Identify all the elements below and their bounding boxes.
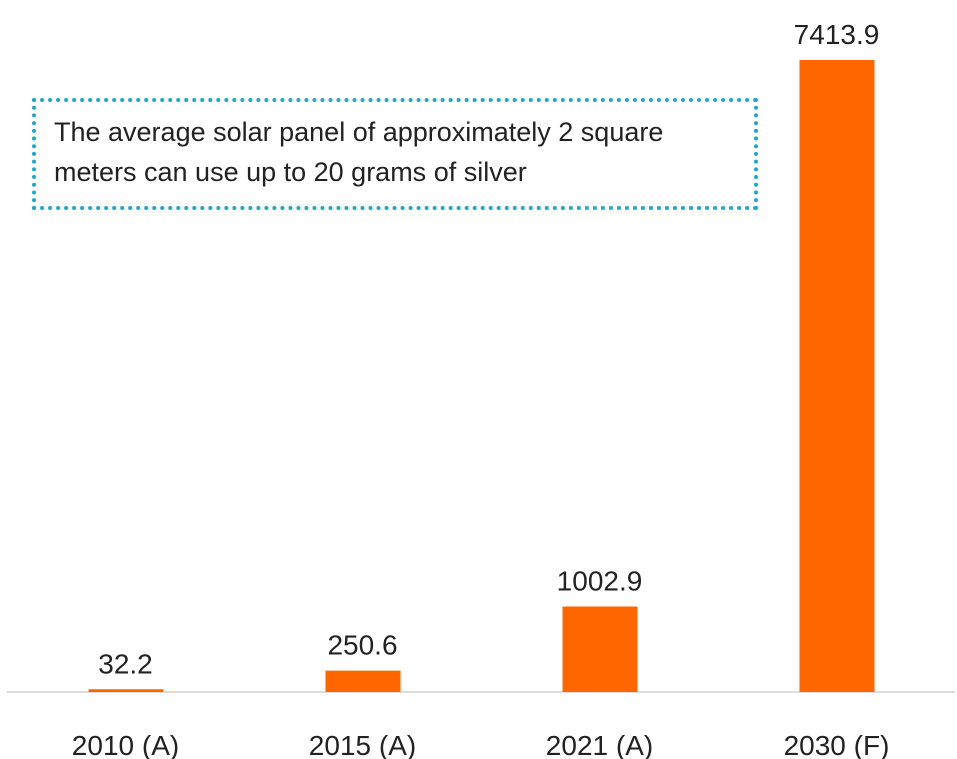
x-tick-label: 2015 (A) [309,730,416,759]
value-label: 7413.9 [794,19,880,50]
value-label: 32.2 [98,648,153,679]
bar [325,670,401,692]
annotation: The average solar panel of approximately… [32,98,758,210]
x-tick-label: 2030 (F) [784,730,890,759]
value-label: 250.6 [327,630,397,661]
x-tick-label: 2021 (A) [546,730,653,759]
bar [562,606,638,692]
value-label: 1002.9 [557,566,643,597]
bar [88,689,164,692]
x-tick-label: 2010 (A) [72,730,179,759]
bar [799,60,875,692]
